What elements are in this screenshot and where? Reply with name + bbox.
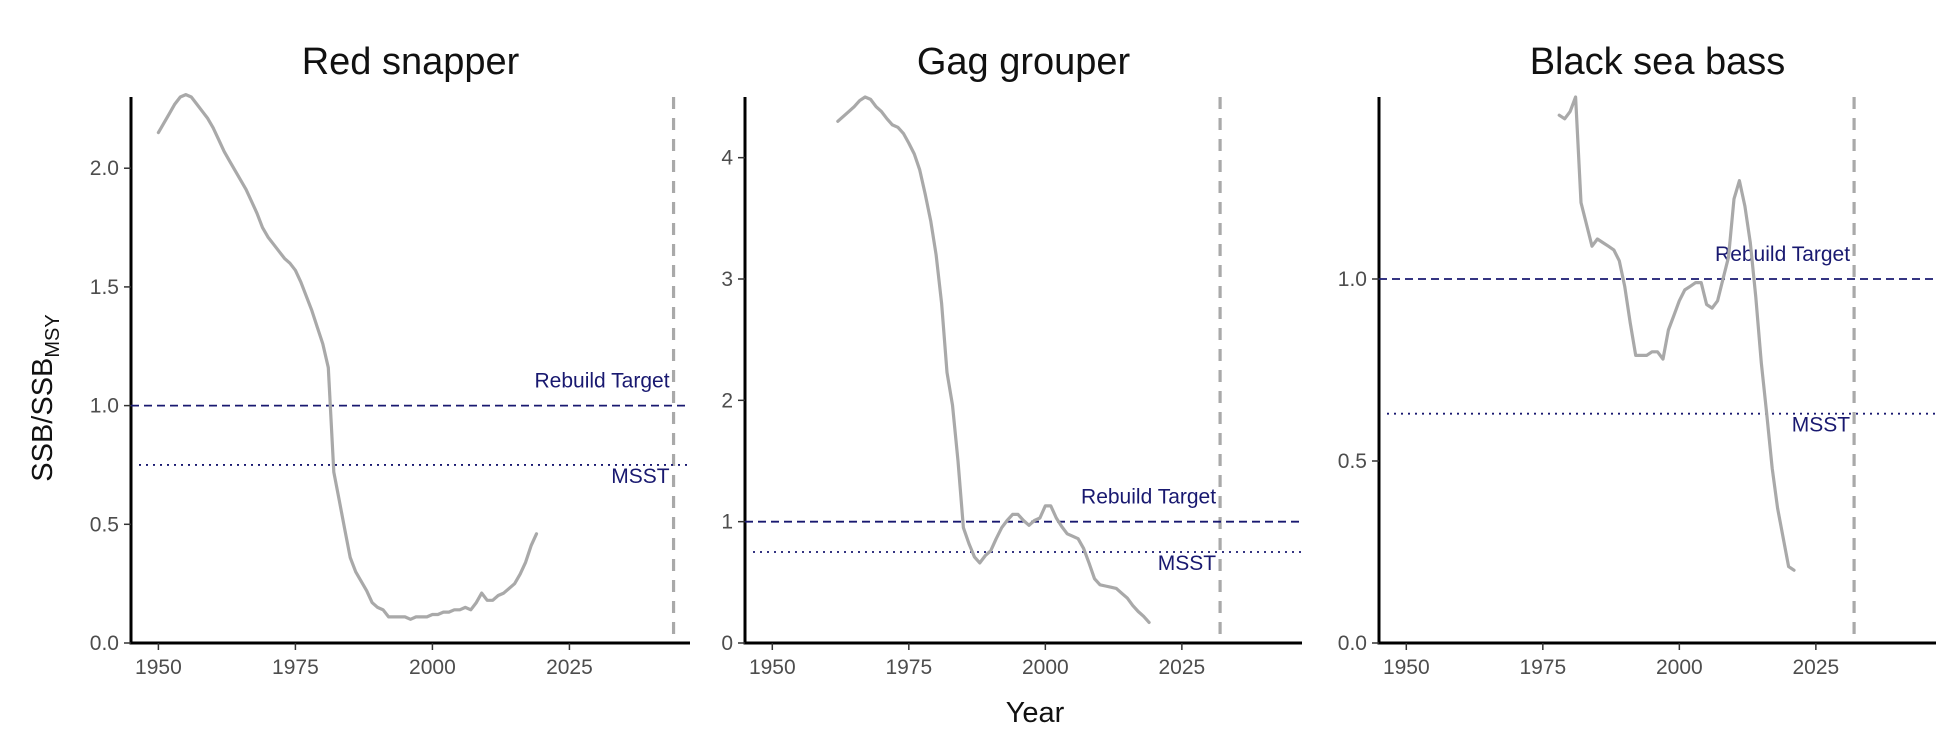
y-tick-label: 1.5 — [90, 276, 119, 299]
x-tick-label: 2000 — [1656, 656, 1703, 679]
rebuild-target-label: Rebuild Target — [535, 370, 670, 393]
y-tick-label: 1.0 — [90, 395, 119, 418]
x-tick-label: 2025 — [1793, 656, 1840, 679]
x-tick-label: 2025 — [1159, 656, 1206, 679]
x-tick-label: 1950 — [1383, 656, 1430, 679]
y-tick-label: 2 — [721, 389, 733, 412]
panel-title: Red snapper — [302, 41, 520, 83]
msst-label: MSST — [1792, 414, 1851, 437]
y-tick-label: 0.5 — [1338, 450, 1367, 473]
panel-3: Black sea bass 0.0 0.5 1.0 1950 1975 2000 2025 R… — [1338, 41, 1936, 679]
y-tick-label: 3 — [721, 268, 733, 291]
ssb-series-line — [1557, 95, 1796, 572]
y-tick-label: 1.0 — [1338, 268, 1367, 291]
y-tick-label: 4 — [721, 147, 733, 170]
y-axis-title-main: SSB/SSB — [27, 358, 59, 482]
x-tick-label: 2000 — [1022, 656, 1069, 679]
panel-2: Gag grouper 0 1 2 3 4 1950 1975 2000 2025 Rebuild … — [721, 41, 1302, 679]
msst-label: MSST — [611, 465, 670, 488]
x-axis-title: Year — [1006, 697, 1065, 729]
y-axis-title-subscript: MSY — [42, 314, 64, 357]
x-tick-label: 1950 — [749, 656, 796, 679]
rebuild-target-label: Rebuild Target — [1715, 243, 1850, 266]
y-tick-label: 0.0 — [90, 632, 119, 655]
panel-title: Black sea bass — [1530, 41, 1786, 83]
y-tick-label: 1 — [721, 511, 733, 534]
panel-title: Gag grouper — [917, 41, 1131, 83]
msst-label: MSST — [1158, 552, 1217, 575]
y-axis-title: SSB/SSBMSY — [27, 314, 64, 481]
y-tick-label: 0.5 — [90, 513, 119, 536]
x-tick-label: 2025 — [546, 656, 593, 679]
ssb-series-line — [156, 93, 539, 621]
rebuild-target-label: Rebuild Target — [1081, 486, 1216, 509]
x-tick-label: 2000 — [409, 656, 456, 679]
y-tick-label: 2.0 — [90, 157, 119, 180]
y-tick-label: 0.0 — [1338, 632, 1367, 655]
x-tick-label: 1975 — [885, 656, 932, 679]
x-tick-label: 1975 — [1519, 656, 1566, 679]
y-tick-label: 0 — [721, 632, 733, 655]
x-tick-label: 1950 — [135, 656, 182, 679]
panel-1: Red snapper 0.0 0.5 1.0 1.5 2.0 1950 1975 2000 20… — [90, 41, 690, 679]
ssb-series-line — [836, 95, 1151, 624]
x-tick-label: 1975 — [272, 656, 319, 679]
